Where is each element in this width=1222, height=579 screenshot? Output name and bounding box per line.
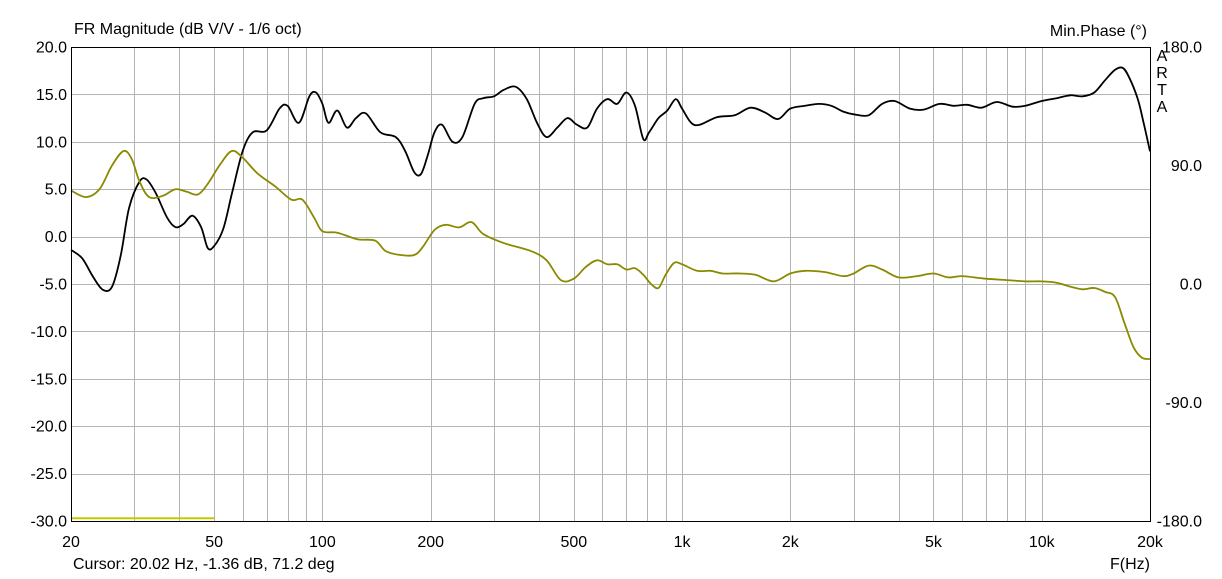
- x-tick-label: 20k: [1137, 534, 1164, 551]
- phase-axis-title: Min.Phase (°): [1049, 23, 1147, 40]
- watermark-letter: T: [1157, 82, 1167, 99]
- y-right-tick-label: 0.0: [1180, 277, 1202, 294]
- cursor-readout: Cursor: 20.02 Hz, -1.36 dB, 71.2 deg: [73, 556, 335, 573]
- arta-watermark: A R T A: [1156, 48, 1168, 116]
- x-tick-label: 2k: [782, 534, 800, 551]
- y-left-tick-label: -10.0: [31, 324, 68, 341]
- watermark-letter: R: [1156, 65, 1168, 82]
- watermark-letter: A: [1156, 99, 1168, 116]
- phase-curve: [70, 149, 1151, 360]
- y-left-tick-label: 20.0: [36, 40, 67, 57]
- y-right-tick-label: 180.0: [1162, 40, 1202, 57]
- x-tick-label: 50: [205, 534, 223, 551]
- y-right-tick-label: 90.0: [1171, 158, 1202, 175]
- frequency-axis-unit: F(Hz): [1110, 556, 1150, 573]
- x-tick-label: 20: [62, 534, 80, 551]
- y-left-tick-label: -15.0: [31, 371, 68, 388]
- chart-curves: [70, 66, 1151, 520]
- y-left-tick-label: 5.0: [45, 182, 67, 199]
- y-left-tick-label: -25.0: [31, 466, 68, 483]
- grid-lines: [71, 47, 1151, 522]
- magnitude-curve: [70, 66, 1151, 292]
- x-tick-label: 200: [417, 534, 444, 551]
- x-tick-label: 5k: [925, 534, 943, 551]
- x-tick-label: 1k: [674, 534, 692, 551]
- y-left-tick-label: -20.0: [31, 419, 68, 436]
- x-tick-label: 500: [560, 534, 587, 551]
- y-left-tick-label: -5.0: [39, 277, 67, 294]
- y-left-tick-label: 0.0: [45, 229, 67, 246]
- axis-labels: 20.0 15.0 10.0 5.0 0.0 -5.0 -10.0 -15.0 -20.0 -25…: [31, 40, 1203, 552]
- plot-frame: [71, 47, 1151, 522]
- chart-title: FR Magnitude (dB V/V - 1/6 oct): [74, 21, 302, 38]
- y-left-tick-label: 15.0: [36, 87, 67, 104]
- y-left-tick-label: 10.0: [36, 134, 67, 151]
- y-right-tick-label: -180.0: [1157, 514, 1202, 531]
- y-left-tick-label: -30.0: [31, 514, 68, 531]
- x-tick-label: 100: [309, 534, 336, 551]
- y-right-tick-label: -90.0: [1166, 395, 1203, 412]
- x-tick-label: 10k: [1029, 534, 1056, 551]
- watermark-letter: A: [1156, 48, 1168, 65]
